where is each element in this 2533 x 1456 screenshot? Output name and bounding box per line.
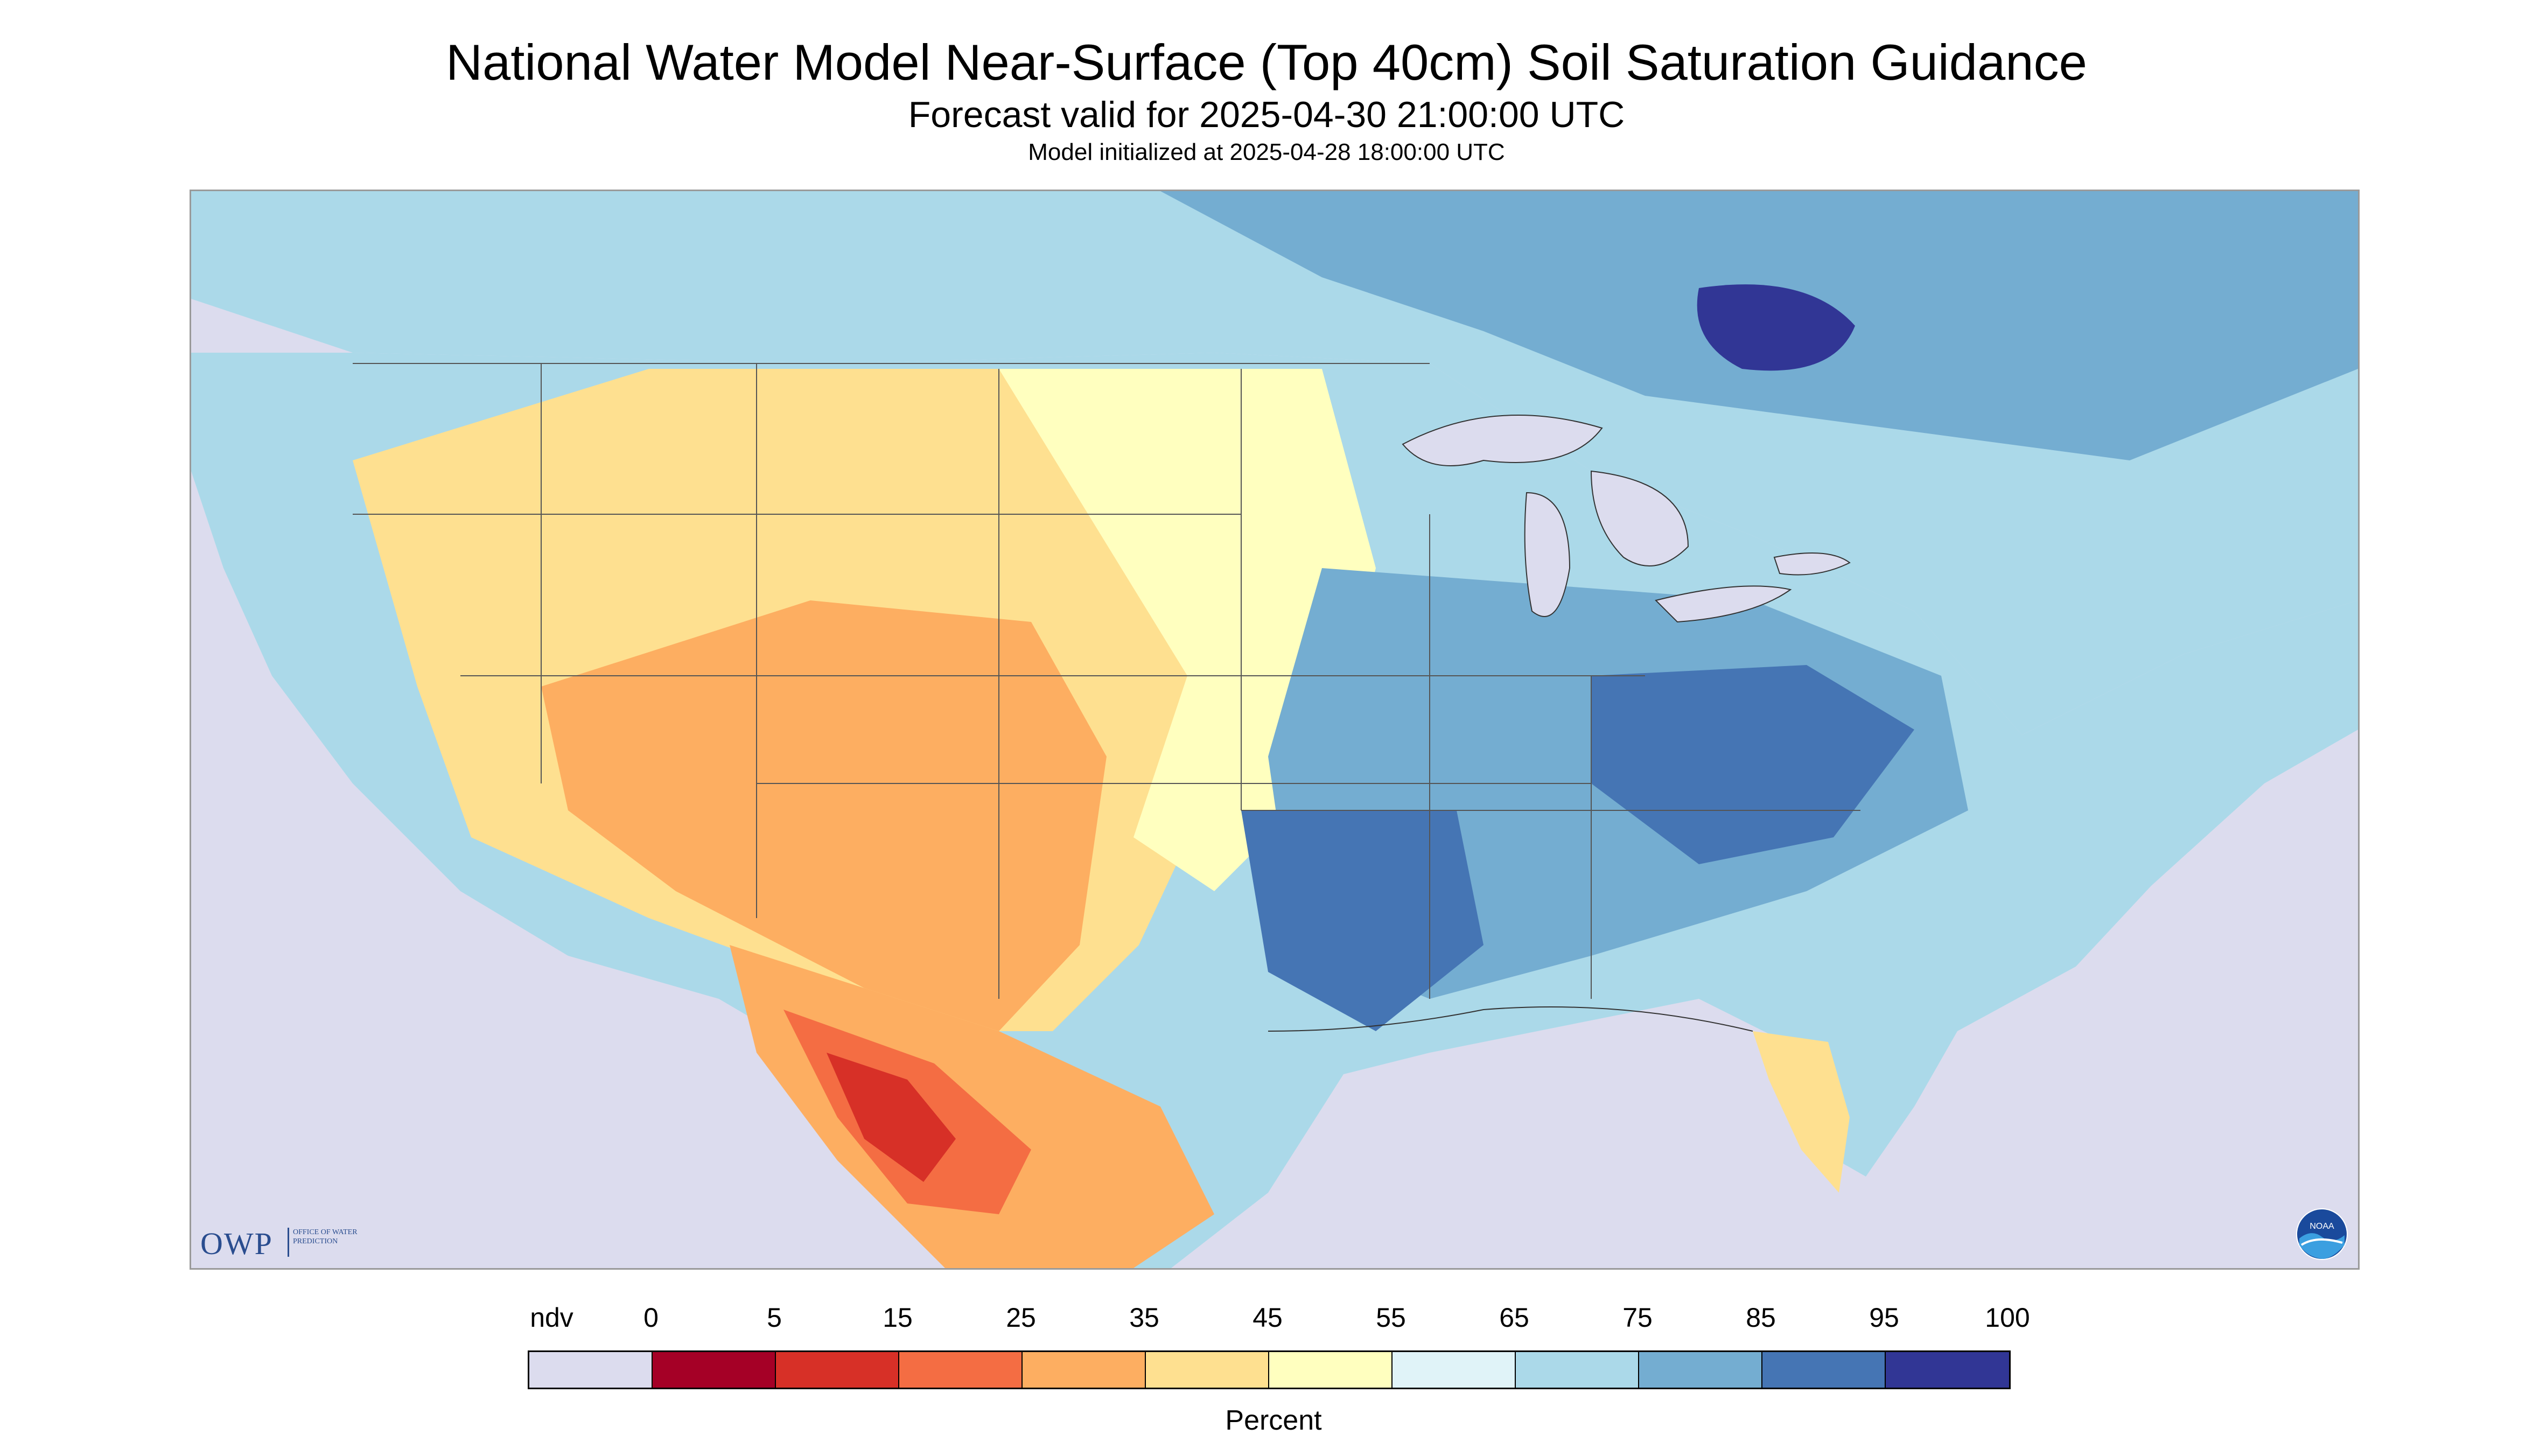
- lake-huron: [1590, 470, 1689, 566]
- model-init-time: Model initialized at 2025-04-28 18:00:00…: [1028, 139, 1505, 165]
- noaa-logo-icon: NOAA: [2295, 1207, 2349, 1261]
- colorbar-swatch-11: [1886, 1352, 2009, 1388]
- colorbar-label-8: 65: [1499, 1303, 1529, 1333]
- colorbar-swatch-1: [653, 1352, 776, 1388]
- lake-ontario: [1773, 552, 1851, 576]
- colorbar-unit: Percent: [1225, 1405, 1322, 1436]
- colorbar: [528, 1350, 2011, 1389]
- colorbar-label-4: 25: [1006, 1303, 1036, 1333]
- colorbar-swatch-7: [1393, 1352, 1516, 1388]
- colorbar-label-3: 15: [883, 1303, 913, 1333]
- colorbar-label-1: 0: [643, 1303, 659, 1333]
- colorbar-label-5: 35: [1129, 1303, 1159, 1333]
- mexico-driest-core: [827, 1053, 956, 1182]
- owp-logo-subtext: OFFICE OF WATER PREDICTION: [293, 1228, 358, 1245]
- colorbar-label-2: 5: [767, 1303, 782, 1333]
- colorbar-label-9: 75: [1622, 1303, 1653, 1333]
- lake-erie: [1655, 585, 1792, 623]
- state-boundaries: [353, 363, 1860, 999]
- owp-logo-text: OWP: [200, 1226, 273, 1261]
- colorbar-swatch-6: [1269, 1352, 1393, 1388]
- lake-superior: [1402, 415, 1603, 466]
- colorbar-label-7: 55: [1376, 1303, 1406, 1333]
- colorbar-label-0: ndv: [530, 1303, 573, 1333]
- gulf-coastline: [1268, 1006, 1753, 1032]
- colorbar-swatch-3: [899, 1352, 1023, 1388]
- colorbar-swatch-0: [529, 1352, 653, 1388]
- colorbar-legend: ndv 0 5 15 25 35 45 55 65 75 85 95 100 Percent: [528, 1302, 2030, 1436]
- colorbar-swatch-9: [1639, 1352, 1762, 1388]
- colorbar-label-12: 100: [1985, 1303, 2030, 1333]
- colorbar-label-6: 45: [1252, 1303, 1283, 1333]
- colorbar-swatch-10: [1762, 1352, 1886, 1388]
- lake-michigan: [1524, 492, 1571, 617]
- colorbar-swatch-2: [776, 1352, 899, 1388]
- map-title: National Water Model Near-Surface (Top 4…: [446, 34, 2087, 90]
- soil-saturation-map: [190, 190, 2360, 1270]
- colorbar-swatch-4: [1023, 1352, 1146, 1388]
- florida-peninsula: [1753, 1031, 1850, 1193]
- hudson-wet-patch: [1697, 284, 1855, 371]
- colorbar-labels: ndv 0 5 15 25 35 45 55 65 75 85 95 100: [528, 1302, 2030, 1334]
- noaa-logo-text: NOAA: [2310, 1222, 2334, 1231]
- southwest-dry-region: [541, 600, 1107, 1031]
- colorbar-label-11: 95: [1869, 1303, 1899, 1333]
- colorbar-label-10: 85: [1746, 1303, 1776, 1333]
- colorbar-swatch-8: [1516, 1352, 1639, 1388]
- texas-ok-very-wet: [1241, 810, 1484, 1031]
- forecast-valid-time: Forecast valid for 2025-04-30 21:00:00 U…: [908, 94, 1625, 135]
- owp-logo-divider: [288, 1228, 289, 1257]
- colorbar-swatch-5: [1146, 1352, 1269, 1388]
- ohio-valley-very-wet: [1591, 665, 1914, 864]
